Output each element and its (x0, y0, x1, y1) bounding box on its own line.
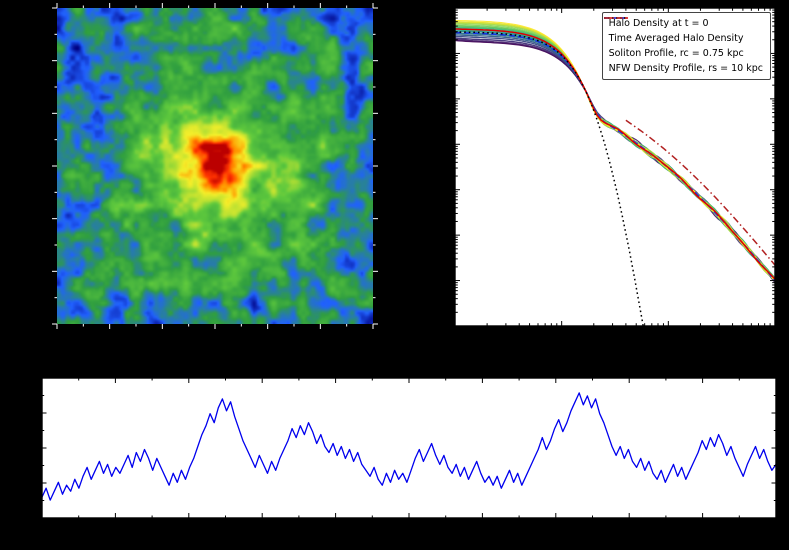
legend-entry-soliton: Soliton Profile, rc = 0.75 kpc (603, 17, 763, 60)
legend-label: Soliton Profile, rc = 0.75 kpc (608, 48, 744, 59)
legend-line-dashdot (603, 17, 628, 19)
legend-label: Time Averaged Halo Density (608, 33, 744, 44)
density-map-axes-ticks (52, 3, 378, 329)
legend-entry-halo-t0: Halo Density at t = 0 (603, 17, 763, 30)
density-map-image (57, 8, 373, 324)
timeseries-panel (30, 370, 789, 540)
legend-label: NFW Density Profile, rs = 10 kpc (608, 63, 763, 74)
timeseries-plot (41, 377, 777, 519)
profile-legend: Halo Density at t = 0 Time Averaged Halo… (601, 12, 771, 80)
legend-entry-time-averaged: Time Averaged Halo Density (603, 17, 763, 45)
legend-entry-nfw: NFW Density Profile, rs = 10 kpc (603, 17, 763, 75)
legend-label: Halo Density at t = 0 (608, 18, 709, 29)
density-profile-panel: Halo Density at t = 0 Time Averaged Halo… (445, 0, 789, 336)
density-map-panel (45, 0, 385, 336)
